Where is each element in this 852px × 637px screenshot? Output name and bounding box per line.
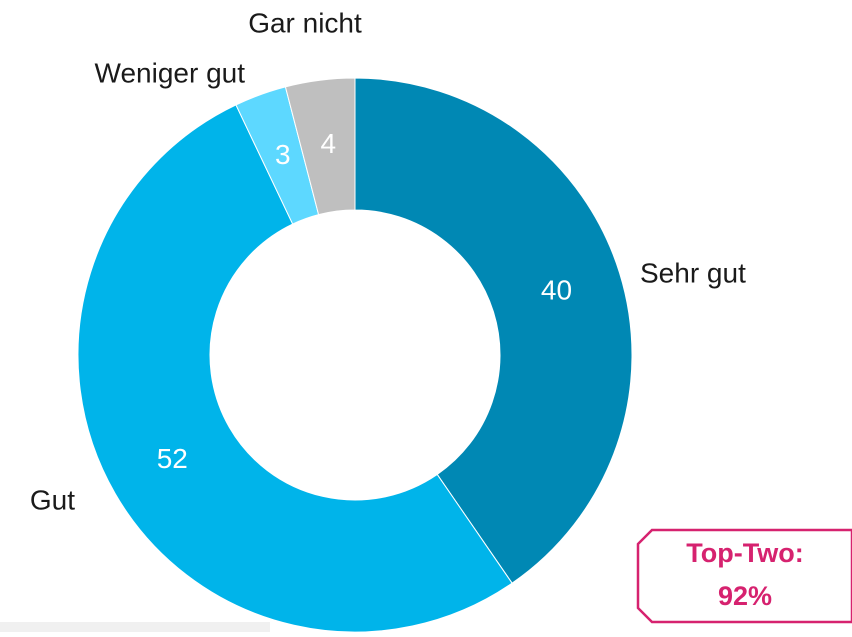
scroll-strip [0,622,270,632]
category-label: Sehr gut [640,257,746,288]
donut-slice [77,104,513,633]
value-label: 40 [541,275,572,306]
annotation-box [636,528,852,624]
value-label: 4 [320,128,336,159]
annotation-line: Top-Two: [686,538,803,568]
category-label: Weniger gut [95,57,246,88]
value-label: 3 [275,139,291,170]
annotation-line: 92% [718,581,772,611]
category-label: Gut [30,484,75,515]
value-label: 52 [157,443,188,474]
category-label: Gar nicht [248,7,362,38]
donut-slice [284,77,356,216]
donut-slice [354,77,633,584]
